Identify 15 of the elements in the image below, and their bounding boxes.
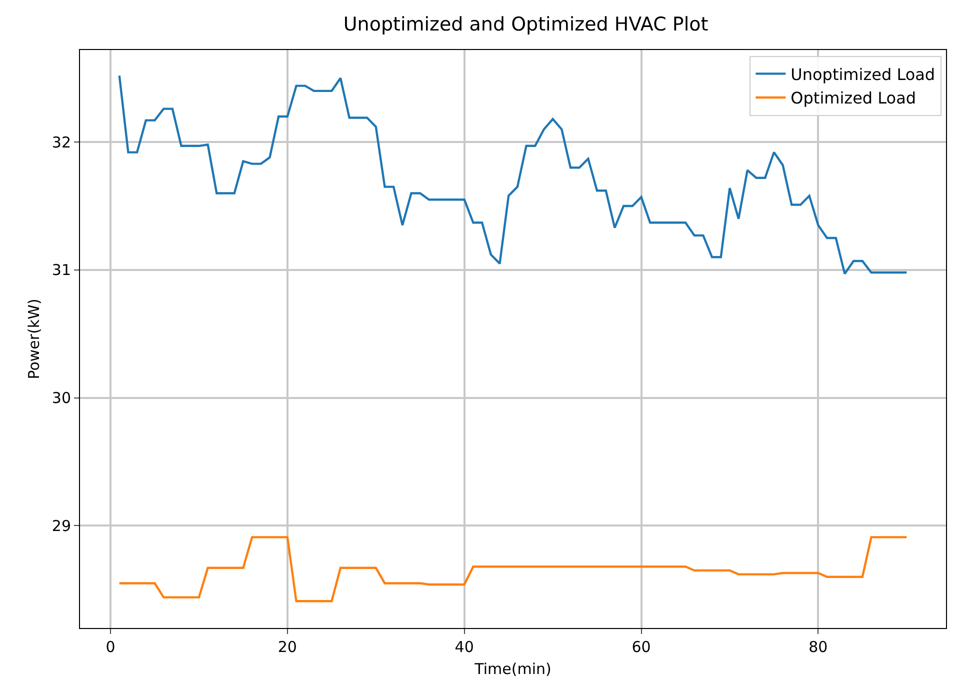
y-tick-label: 32 bbox=[52, 133, 71, 152]
chart-title: Unoptimized and Optimized HVAC Plot bbox=[343, 14, 708, 36]
x-tick-label: 0 bbox=[106, 638, 116, 656]
line-series bbox=[118, 536, 908, 602]
legend-label: Unoptimized Load bbox=[790, 64, 936, 84]
y-axis-title: Power(kW) bbox=[25, 298, 44, 380]
y-tick-label: 29 bbox=[52, 516, 71, 535]
x-tick-label: 60 bbox=[632, 638, 651, 656]
y-tick-label: 30 bbox=[52, 389, 71, 408]
y-tick-label: 31 bbox=[52, 261, 71, 280]
x-tick-label: 40 bbox=[454, 638, 474, 656]
legend-label: Optimized Load bbox=[790, 88, 916, 108]
x-tick-label: 20 bbox=[278, 638, 297, 656]
x-tick-label: 80 bbox=[808, 638, 828, 656]
x-axis-title: Time(min) bbox=[474, 660, 552, 678]
